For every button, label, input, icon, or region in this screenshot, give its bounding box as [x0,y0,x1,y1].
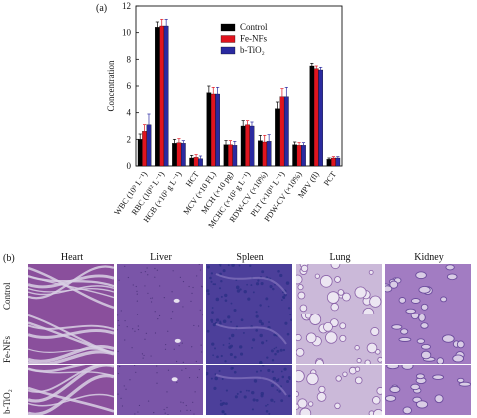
bar [249,125,255,167]
bar [309,65,315,167]
bar [301,145,306,167]
histology-image [28,314,114,364]
histology-image [206,264,292,314]
legend-label: Fe-NFs [240,34,268,44]
panel-a-label: (a) [96,3,108,14]
y-tick-label: 12 [122,1,131,11]
legend-swatch [220,35,236,43]
x-tick-label: HCT [184,170,201,189]
y-tick-label: 8 [127,54,132,64]
bar [206,92,212,167]
bar [292,144,298,167]
bar [180,143,186,167]
histology-image [296,264,382,314]
histology-image [385,314,471,364]
x-axis-tick-labels: WBC (10⁹ L⁻¹)RBC (10¹² L⁻¹)HGB (×10² g L… [113,170,338,230]
row-label-fe-nfs: Fe-NFs [2,335,12,363]
column-title-spleen: Spleen [236,252,264,263]
row-label-control: Control [2,282,12,310]
histology-image [296,365,382,415]
y-tick-label: 6 [127,81,132,91]
bar [245,124,250,167]
bar [296,145,302,167]
histology-image [296,314,382,364]
y-axis-label: Concentration [106,60,116,111]
bar [163,25,169,167]
histology-image [385,264,471,314]
x-tick-label: PCT [322,170,338,187]
column-title-lung: Lung [329,252,351,263]
bar [159,25,165,167]
y-axis-ticks: 0 2 4 6 8 10 12 [122,1,139,171]
bar [240,125,246,167]
histology-image [206,314,292,364]
bar [275,108,280,167]
column-title-kidney: Kidney [414,252,444,263]
y-tick-label: 2 [127,134,132,144]
legend-label: b-TiO₂ [240,45,265,55]
y-tick-label: 0 [127,161,132,171]
column-title-liver: Liver [150,252,172,263]
histology-image [28,264,114,314]
bar [318,69,324,167]
bar [283,96,289,167]
histology-image [117,264,203,314]
bar [279,96,285,167]
legend-label: Control [240,22,268,32]
histology-image [117,365,203,415]
histology-image [385,365,471,415]
bar [210,93,216,167]
y-tick-label: 4 [127,108,132,118]
histology-image [206,365,292,415]
row-label-b-tio2: b-TiO₂ [2,389,12,414]
y-tick-label: 10 [122,28,132,38]
legend-swatch [220,23,236,32]
histology-panel: (b) Heart Liver Spleen Lung Kidney Contr… [0,250,477,418]
bar [313,68,319,167]
histology-image [117,314,203,364]
bar-series [137,18,341,167]
histology-image [28,365,114,415]
legend-swatch [220,46,236,55]
panel-b-label: (b) [3,253,15,264]
column-title-heart: Heart [60,252,84,263]
bar [154,27,160,167]
bar-chart: 0 2 4 6 8 10 12 WBC (10⁹ L⁻¹)RBC (10¹² L⁻¹)HGB… [106,1,343,230]
bar [215,93,220,167]
